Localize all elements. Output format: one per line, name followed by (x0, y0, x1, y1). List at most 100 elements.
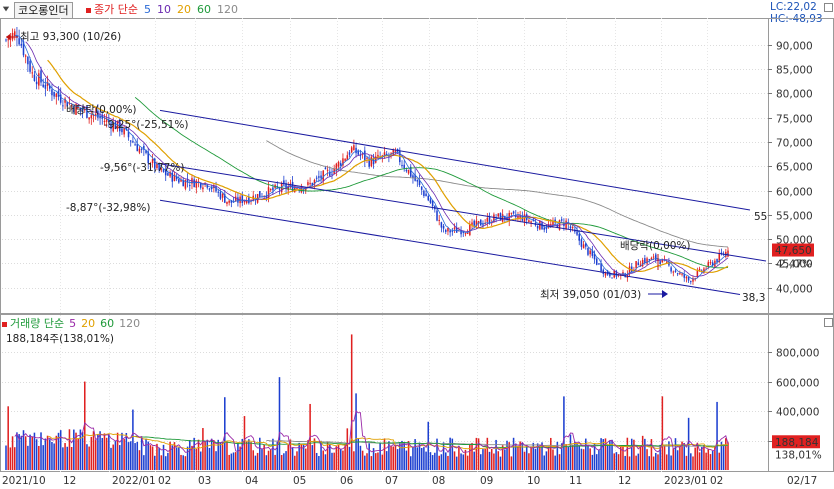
ma10-label: 10 (156, 3, 171, 16)
volume-bar (147, 441, 149, 470)
candle-body (661, 259, 664, 263)
candle-body (493, 214, 495, 223)
candle-body (114, 122, 117, 130)
candle-body (545, 227, 548, 230)
volume-bar (676, 450, 679, 470)
candle-body (342, 158, 344, 166)
candle-body (285, 183, 287, 190)
volume-bar (602, 439, 605, 470)
volume-bar (300, 443, 303, 470)
volume-bar (265, 455, 268, 470)
candle-body (451, 230, 454, 232)
ma-label: 종가 단순 (94, 3, 138, 16)
dropdown-icon[interactable] (2, 5, 10, 13)
volume-bar (99, 431, 101, 470)
volume-bar (709, 454, 712, 470)
volume-bar (484, 448, 486, 470)
volume-bar (101, 437, 104, 470)
trendline-upper (159, 109, 751, 211)
candle-body (685, 276, 688, 279)
volume-bar (525, 445, 528, 470)
volume-bar (471, 442, 473, 470)
volume-bar (447, 455, 449, 470)
candle-body (195, 180, 198, 188)
volume-bar (613, 453, 616, 470)
volume-bar (156, 443, 158, 470)
high-annotation: 최고 93,300 (10/26) (20, 31, 121, 43)
volume-bar (329, 443, 331, 470)
volume-bar (565, 444, 567, 470)
candle-body (646, 258, 648, 264)
volume-bar (519, 441, 521, 470)
candle-body (112, 122, 114, 132)
candle-body (639, 264, 642, 267)
volume-bar (342, 450, 344, 470)
candle-body (296, 188, 298, 190)
volume-panel-control-icon[interactable] (824, 318, 833, 327)
volume-bar (558, 454, 561, 470)
candle-body (75, 104, 77, 115)
volume-bar (436, 438, 438, 470)
volume-bar (35, 439, 38, 470)
volume-bar (547, 446, 550, 470)
candle-body (374, 156, 377, 163)
candle-body (199, 182, 202, 188)
volume-bar (108, 433, 110, 470)
candle-body (716, 259, 718, 262)
volume-bar (644, 438, 646, 470)
x-tick-label: 2023/01 (664, 475, 708, 487)
ma60-label: 60 (196, 3, 211, 16)
ex-dividend-label-1: 배당락(0,00%) (66, 104, 137, 116)
volume-bar (350, 334, 353, 470)
candle-body (462, 231, 465, 233)
candle-body (707, 262, 710, 267)
candle-body (46, 81, 49, 86)
volume-bar (488, 451, 491, 470)
volume-bar (151, 446, 154, 470)
volume-bar (344, 443, 346, 470)
price-panel-control-icon[interactable] (824, 3, 833, 12)
candle-body (648, 259, 651, 261)
volume-bar (429, 452, 432, 470)
volume-bar (51, 441, 53, 470)
candle-body (5, 39, 7, 41)
candle-body (624, 273, 626, 277)
volume-bar (59, 430, 62, 470)
candle-body (171, 172, 174, 182)
ma5-label: 5 (143, 3, 151, 16)
volume-bar (110, 447, 112, 470)
volume-bar (353, 451, 355, 470)
volume-bar (331, 452, 333, 470)
volume-bar (703, 445, 705, 470)
volume-bar (517, 446, 519, 470)
low-annotation: 최저 39,050 (01/03) (540, 289, 641, 301)
candle-body (469, 224, 471, 236)
volume-bar (438, 455, 440, 470)
volume-bar (495, 439, 497, 470)
volume-bar (534, 448, 537, 470)
candle-body (589, 250, 591, 255)
volume-bar (512, 437, 515, 470)
volume-bar (304, 448, 307, 470)
volume-bar (571, 444, 574, 470)
volume-bar (416, 447, 419, 470)
volume-bar (263, 444, 265, 470)
volume-bar (20, 435, 23, 470)
candle-body (479, 219, 482, 226)
candle-body (158, 163, 160, 171)
candle-body (482, 224, 484, 226)
volume-bar (27, 445, 29, 470)
x-tick-label: 2021/10 (2, 475, 46, 487)
candle-body (383, 152, 386, 157)
candle-body (628, 266, 631, 274)
volume-bar (326, 441, 329, 470)
candle-body (530, 221, 532, 223)
volume-bar (541, 442, 543, 470)
x-tick-label: 10 (527, 475, 540, 487)
ma20-label: 20 (176, 3, 191, 16)
candle-body (346, 155, 349, 161)
volume-bar (466, 455, 469, 470)
volume-bar (615, 452, 618, 470)
ticker-selector[interactable]: 코오롱인더 (14, 2, 73, 19)
volume-bar (606, 445, 609, 470)
